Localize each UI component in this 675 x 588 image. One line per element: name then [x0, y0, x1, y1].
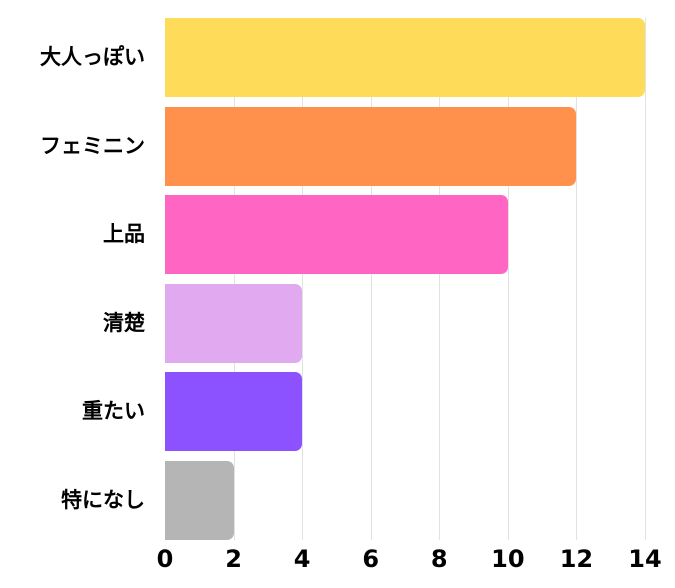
x-tick-label: 12 [559, 545, 594, 573]
gridline [439, 18, 441, 540]
gridline [576, 18, 578, 540]
gridline [233, 18, 235, 540]
x-tick-label: 2 [225, 545, 242, 573]
x-tick-label: 8 [430, 545, 448, 573]
x-tick-label: 14 [628, 545, 662, 573]
bar: 2 [165, 461, 234, 540]
category-label: 清楚 [103, 311, 145, 335]
gridline [302, 18, 304, 540]
x-tick-label: 0 [156, 545, 174, 573]
x-tick-label: 4 [293, 545, 311, 573]
category-label: 大人っぽい [40, 45, 145, 69]
x-tick-label: 6 [362, 545, 380, 573]
bar: 12 [165, 107, 577, 186]
category-label: 上品 [103, 222, 145, 246]
bar: 4 [165, 284, 303, 363]
bar: 10 [165, 195, 508, 274]
gridline [645, 18, 646, 540]
gridline [370, 18, 372, 540]
category-label: 特になし [61, 488, 145, 512]
category-label: 重たい [82, 399, 145, 423]
x-tick-label: 10 [491, 545, 525, 573]
gridline [507, 18, 509, 540]
bar: 14 [165, 18, 645, 97]
category-label: フェミニン [40, 134, 145, 158]
bar: 4 [165, 372, 303, 451]
